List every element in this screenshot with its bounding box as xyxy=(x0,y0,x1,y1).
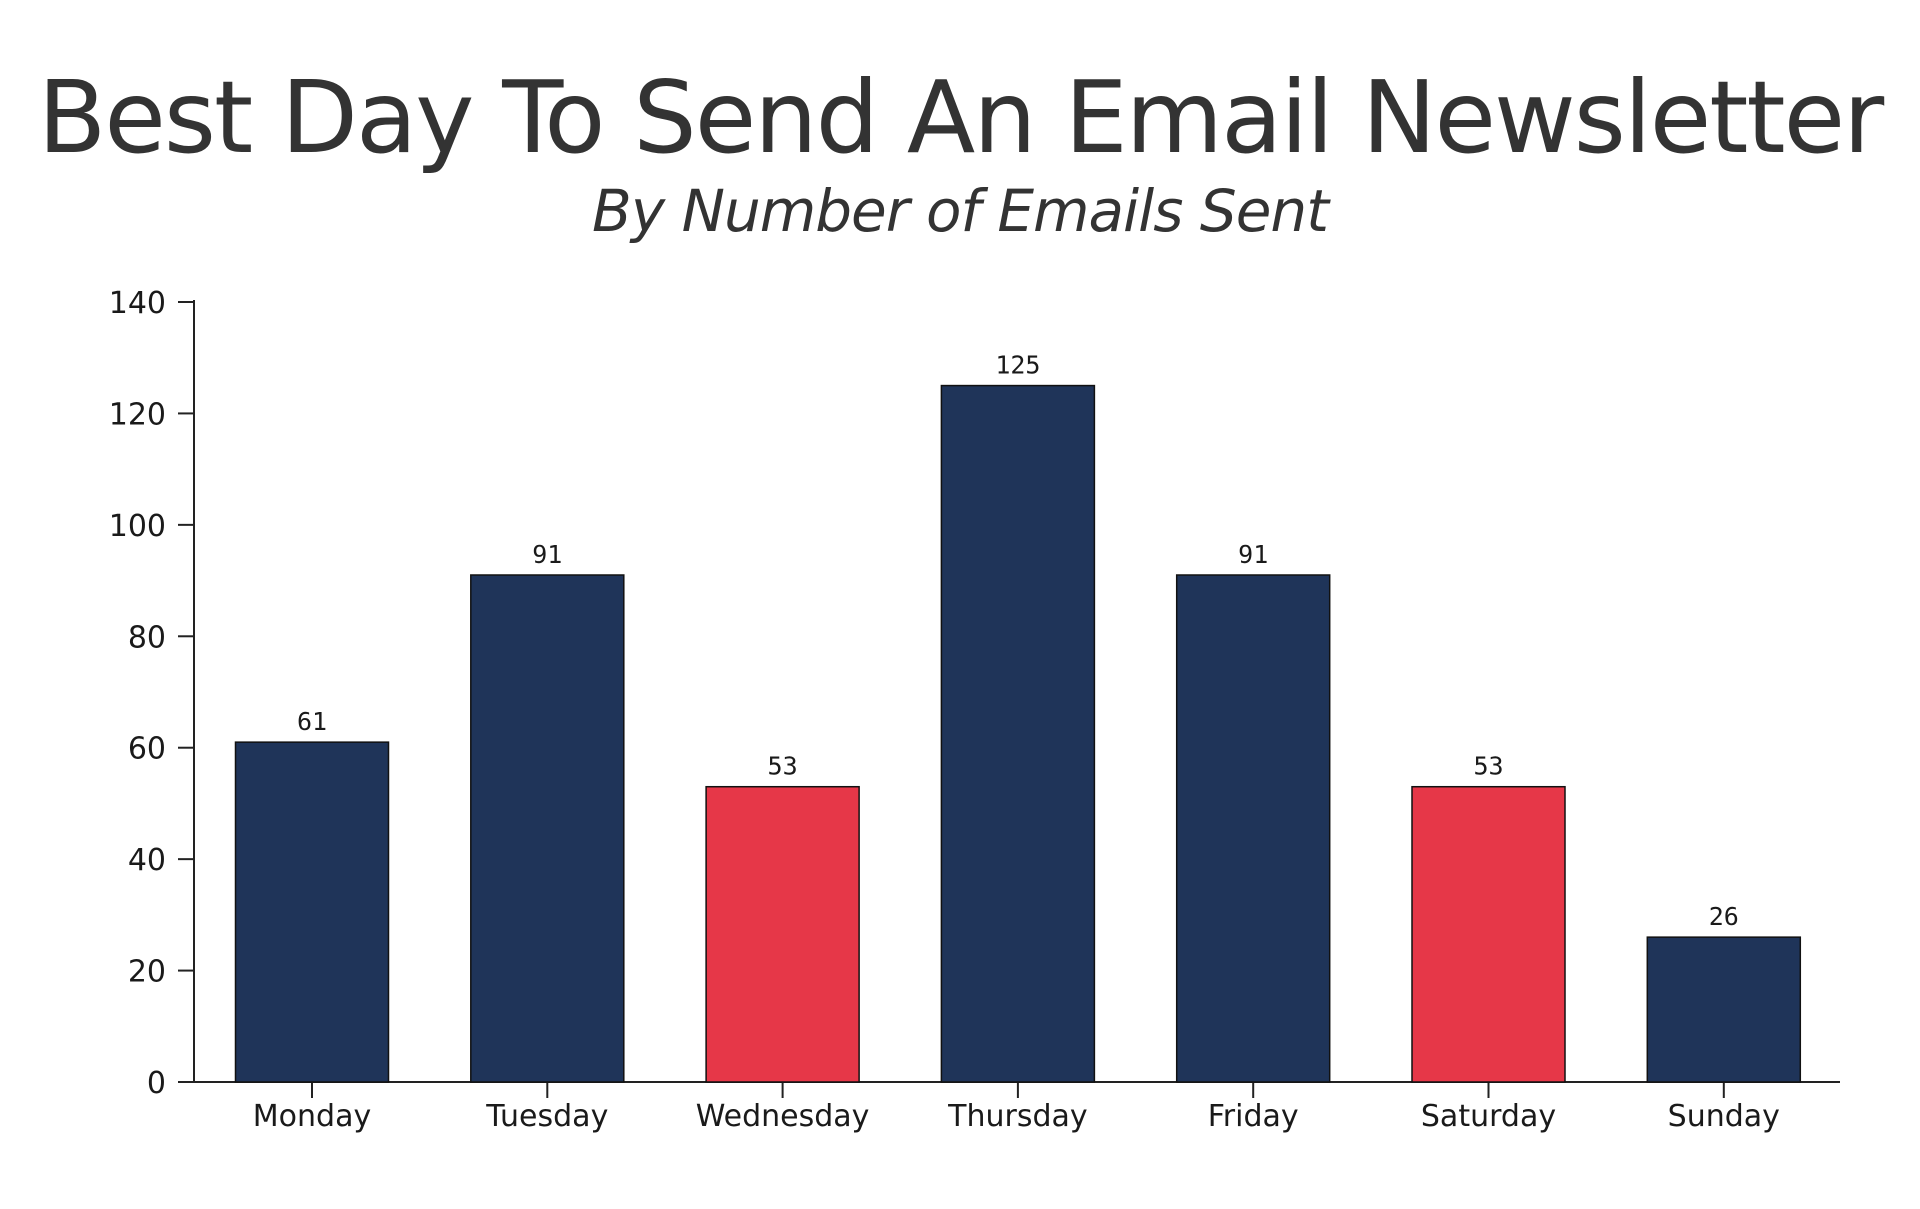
x-tick-label: Thursday xyxy=(947,1099,1088,1134)
bar-thursday xyxy=(940,384,1096,1083)
data-label: 91 xyxy=(1238,540,1268,569)
bar-wednesday xyxy=(705,785,860,1083)
y-tick-label: 100 xyxy=(109,509,166,544)
x-tick-label: Tuesday xyxy=(485,1099,608,1134)
data-label: 125 xyxy=(995,351,1040,380)
y-tick-label: 20 xyxy=(128,955,166,990)
y-tick-label: 40 xyxy=(128,843,166,878)
data-label: 91 xyxy=(532,540,562,569)
bar-friday xyxy=(1175,574,1331,1083)
x-tick-label: Sunday xyxy=(1668,1099,1780,1134)
y-tick-label: 60 xyxy=(128,732,166,767)
bar-saturday xyxy=(1411,785,1566,1083)
y-tick-label: 0 xyxy=(147,1066,166,1101)
data-label: 53 xyxy=(768,752,798,781)
y-tick-label: 120 xyxy=(109,397,166,432)
x-tick-label: Wednesday xyxy=(696,1099,870,1134)
bar-monday xyxy=(234,741,390,1083)
data-label: 53 xyxy=(1473,752,1503,781)
y-tick-label: 140 xyxy=(109,286,166,321)
y-axis: 0 20 40 60 80 100 120 140 xyxy=(109,286,195,1101)
y-tick-label: 80 xyxy=(128,620,166,655)
x-tick-label: Saturday xyxy=(1421,1099,1556,1134)
data-label: 26 xyxy=(1709,902,1739,931)
data-label: 61 xyxy=(297,707,327,736)
bars xyxy=(234,384,1802,1083)
x-tick-label: Monday xyxy=(253,1099,371,1134)
bar-tuesday xyxy=(470,574,625,1083)
x-axis: Monday Tuesday Wednesday Thursday Friday Satu… xyxy=(194,1081,1840,1134)
chart-title: Best Day To Send An Email Newsletter xyxy=(37,59,1885,176)
bar-sunday xyxy=(1646,936,1802,1083)
chart-subtitle: By Number of Emails Sent xyxy=(592,177,1329,245)
data-labels: 61 91 53 125 91 53 26 xyxy=(297,351,1739,932)
x-tick-label: Friday xyxy=(1208,1099,1299,1134)
